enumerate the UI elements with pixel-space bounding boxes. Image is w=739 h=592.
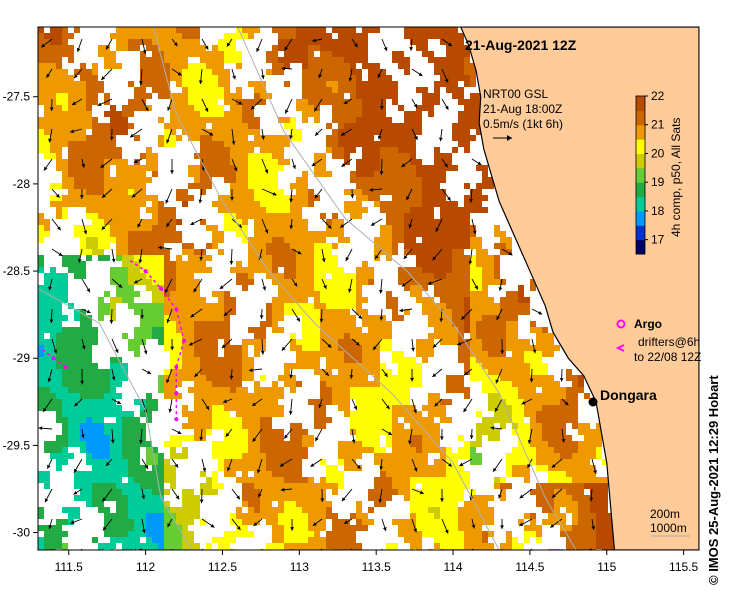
town-label: Dongara xyxy=(600,387,657,403)
colorbar-tick: 19 xyxy=(651,175,665,189)
x-tick-label: 115.5 xyxy=(669,560,698,574)
x-tick-label: 111.5 xyxy=(55,560,84,574)
drifter-tracks xyxy=(42,259,187,422)
y-axis: -27.5 -28 -28.5 -29 -29.5 -30 xyxy=(3,90,38,540)
credit: © IMOS 25-Aug-2021 12:29 Hobart xyxy=(706,375,721,585)
colorbar-tick: 22 xyxy=(651,89,665,103)
colorbar-tick: 20 xyxy=(651,146,665,160)
current-label: NRT00 GSL 21-Aug 18:00Z 0.5m/s (1kt 6h) xyxy=(483,87,563,141)
x-tick-label: 113.5 xyxy=(362,560,391,574)
x-axis: 111.5 112 112.5 113 113.5 114 114.5 115 115.5 xyxy=(55,550,699,574)
bathymetry-contours xyxy=(38,27,577,550)
scale-legend: 200m 1000m xyxy=(650,507,690,537)
argo-marker xyxy=(616,319,626,329)
x-tick-label: 115 xyxy=(597,560,616,574)
x-tick-label: 112 xyxy=(136,560,155,574)
drifters-legend: drifters@6h to 22/08 12Z xyxy=(615,335,701,364)
town-marker: Dongara xyxy=(588,387,657,407)
colorbar-tick: 18 xyxy=(651,204,665,218)
argo-legend: Argo xyxy=(616,317,662,331)
y-tick-label: -29.5 xyxy=(3,438,31,452)
plot-area xyxy=(38,27,699,550)
drifter-marker xyxy=(615,344,625,352)
x-tick-label: 113 xyxy=(290,560,309,574)
y-tick-label: -29 xyxy=(13,351,31,365)
y-tick-label: -28 xyxy=(13,177,31,191)
y-tick-label: -27.5 xyxy=(3,90,31,104)
sst-field xyxy=(38,27,614,550)
colorbar-tick: 17 xyxy=(651,233,665,247)
current-vectors xyxy=(38,38,597,550)
x-tick-label: 112.5 xyxy=(208,560,237,574)
colorbar-tick: 21 xyxy=(651,118,665,132)
x-tick-label: 114 xyxy=(443,560,462,574)
y-tick-label: -28.5 xyxy=(3,264,31,278)
y-tick-label: -30 xyxy=(13,526,31,540)
plot-frame xyxy=(37,26,700,551)
x-tick-label: 114.5 xyxy=(515,560,544,574)
date-label: 21-Aug-2021 12Z xyxy=(465,37,577,53)
colorbar: 22 21 20 19 18 17 xyxy=(635,89,665,255)
colorbar-label: 4h comp, p50, All Sats xyxy=(669,118,683,237)
